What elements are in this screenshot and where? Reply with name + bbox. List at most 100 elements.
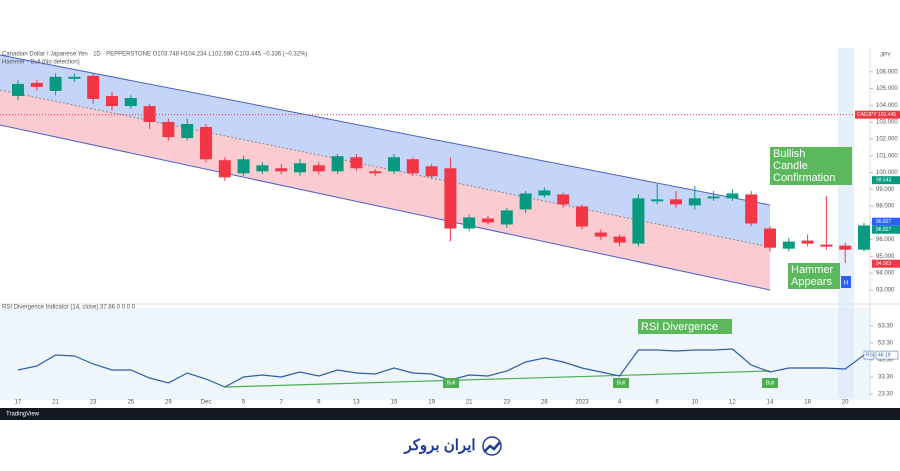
candle-body xyxy=(858,225,870,250)
y-tick-label: 105.000 xyxy=(876,86,898,92)
y-tick-label: 95.000 xyxy=(876,254,895,260)
candle-body xyxy=(331,156,344,172)
rsi-pane-background xyxy=(0,308,870,400)
y-tick-label: 104.000 xyxy=(876,103,898,109)
rsi-tag: RSI xyxy=(866,352,874,358)
y-tick-label: 99.000 xyxy=(876,187,895,193)
rsi-value-box xyxy=(875,350,899,360)
candle-body xyxy=(312,165,325,172)
bullish-note: Bullish xyxy=(773,148,805,160)
x-tick-label: 13 xyxy=(353,400,360,406)
x-tick-label: 23 xyxy=(503,400,510,406)
candle-body xyxy=(425,166,438,177)
x-tick-label: 7 xyxy=(280,400,284,406)
candle-body xyxy=(594,232,607,237)
y-tick-label: 23.30 xyxy=(878,392,894,398)
candle-body xyxy=(388,157,400,172)
bullish-note: Candle xyxy=(773,160,808,172)
candle-body xyxy=(218,160,231,178)
x-tick-label: 10 xyxy=(691,400,698,406)
x-tick-label: 6 xyxy=(656,400,660,406)
channel-bottom-line xyxy=(0,124,771,291)
x-tick-label: 2023 xyxy=(575,400,589,406)
x-tick-label: 17 xyxy=(15,400,22,406)
y-tick-label: 103.000 xyxy=(876,120,898,126)
x-tick-label: 9 xyxy=(317,400,321,406)
divergence-line xyxy=(224,370,771,388)
x-tick-label: 28 xyxy=(541,400,548,406)
candle-body xyxy=(651,199,664,202)
candle-body xyxy=(106,95,118,107)
price-marker-label: 99.543 xyxy=(876,177,892,183)
divergence-note-box xyxy=(638,319,732,334)
candle-body xyxy=(482,218,494,223)
bullish-note: Confirmation xyxy=(773,172,835,184)
signal-box xyxy=(613,378,629,388)
x-tick-label: 19 xyxy=(428,400,435,406)
highlight-band xyxy=(838,48,854,398)
candle-body xyxy=(12,83,24,96)
candle-body xyxy=(463,217,476,229)
candle-body xyxy=(576,206,588,227)
logo-text: ایران بروکر xyxy=(403,437,475,454)
candle-body xyxy=(162,121,175,138)
x-tick-label: 21 xyxy=(466,400,473,406)
currency: JPY xyxy=(880,53,891,59)
y-tick-label: 101.000 xyxy=(876,153,898,159)
candle-body xyxy=(613,236,626,243)
y-tick-label: 98.000 xyxy=(876,204,895,210)
logo: ایران بروکر xyxy=(403,436,502,456)
candle-body xyxy=(500,210,513,225)
x-tick-label: 15 xyxy=(391,400,398,406)
logo-icon xyxy=(483,441,501,453)
candle-body xyxy=(839,245,852,250)
x-tick-label: 29 xyxy=(165,400,172,406)
candle-body xyxy=(143,106,156,122)
x-tick-label: Dec xyxy=(201,400,212,406)
hammer-note: Hammer xyxy=(791,264,834,276)
candle-body xyxy=(519,193,532,210)
hammer-marker-box xyxy=(841,276,851,288)
symbol-line: Canadian Dollar / Japanese Yen · 1D · PE… xyxy=(2,52,307,58)
last-price-name: CADJPY xyxy=(857,112,877,118)
channel-lower xyxy=(0,90,770,290)
indicator-line: Hammer - Bull (No detection) xyxy=(2,60,80,66)
candle-body xyxy=(350,157,363,169)
candle-body xyxy=(820,244,833,247)
x-tick-label: 23 xyxy=(90,400,97,406)
x-tick-label: 4 xyxy=(618,400,622,406)
signal-label: Bull xyxy=(447,380,455,386)
x-tick-label: 25 xyxy=(127,400,134,406)
candle-body xyxy=(707,196,720,199)
channel-mid-line xyxy=(0,89,771,248)
bullish-note-box xyxy=(770,147,852,185)
x-tick-label: 18 xyxy=(804,400,811,406)
candle-body xyxy=(200,127,212,160)
y-tick-label: 33.30 xyxy=(878,375,894,381)
rsi-value: 46.19 xyxy=(878,352,891,358)
y-tick-label: 102.000 xyxy=(876,137,898,143)
logo-ring xyxy=(482,436,502,456)
y-tick-label: 53.30 xyxy=(878,341,894,347)
signal-box xyxy=(762,378,778,388)
candle-body xyxy=(726,193,739,199)
y-tick-label: 100.000 xyxy=(876,170,898,176)
x-tick-label: 20 xyxy=(842,400,849,406)
hammer-marker: H xyxy=(844,281,848,287)
last-price-tag xyxy=(855,110,900,119)
price-marker-label: 94.563 xyxy=(876,261,892,267)
price-marker xyxy=(872,259,900,268)
rsi-tag-box xyxy=(863,350,875,360)
candle-body xyxy=(688,198,701,206)
y-tick-label: 93.000 xyxy=(876,288,895,294)
x-tick-label: 21 xyxy=(52,400,59,406)
x-tick-label: 5 xyxy=(242,400,246,406)
rsi-line xyxy=(17,348,865,388)
candle-body xyxy=(745,194,758,224)
brand: TradingView xyxy=(6,412,40,418)
price-marker xyxy=(872,225,900,234)
candle-body xyxy=(68,76,81,79)
footer-bar xyxy=(0,408,900,420)
candle-body xyxy=(87,75,100,99)
